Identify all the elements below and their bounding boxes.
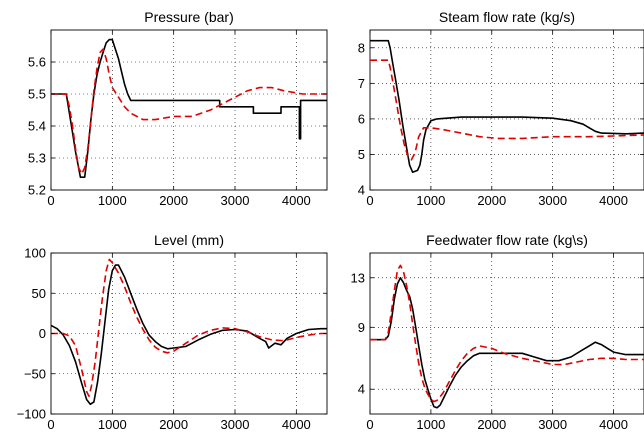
chart-title: Feedwater flow rate (kg\s) (426, 232, 588, 248)
y-tick-label: 5.2 (28, 183, 46, 198)
x-tick-label: 0 (47, 417, 54, 432)
x-tick-label: 3000 (221, 193, 250, 208)
y-tick-label: 5.5 (28, 87, 46, 102)
x-tick-label: 3000 (538, 417, 567, 432)
x-tick-label: 3000 (538, 193, 567, 208)
x-tick-label: 2000 (159, 417, 188, 432)
x-tick-label: 4000 (282, 417, 311, 432)
axes-box (369, 252, 644, 415)
y-tick-label: 7 (358, 76, 365, 91)
y-tick-label: 0 (39, 326, 46, 341)
y-tick-label: 13 (351, 270, 365, 285)
x-tick-label: 0 (47, 193, 54, 208)
series-line-dashed (370, 59, 644, 161)
chart-panel-2: 0 1000 2000 3000 4000 4 5 6 7 8 Steam flow rate (k… (358, 9, 644, 208)
chart-panel-4: 0 1000 2000 3000 4000 4 9 13 Feedwater flow rate… (351, 232, 644, 432)
x-tick-label: 2000 (477, 417, 506, 432)
chart-title: Pressure (bar) (144, 9, 233, 25)
x-tick-label: 4000 (599, 193, 628, 208)
chart-title: Steam flow rate (kg/s) (439, 9, 575, 25)
y-tick-label: 4 (358, 183, 365, 198)
chart-panel-3: 0 1000 2000 3000 4000 −100 −50 0 50 100 Level (mm) (17, 232, 328, 432)
x-tick-label: 1000 (98, 193, 127, 208)
y-tick-label: 5.3 (28, 151, 46, 166)
series-line-dashed (51, 48, 327, 175)
x-tick-label: 3000 (221, 417, 250, 432)
series-line-dashed (370, 264, 644, 403)
x-tick-label: 2000 (477, 193, 506, 208)
y-tick-label: −100 (17, 407, 46, 422)
x-tick-label: 2000 (159, 193, 188, 208)
axes-box (369, 29, 644, 191)
axes-box (50, 252, 328, 415)
y-tick-label: 8 (358, 40, 365, 55)
y-tick-label: 5.4 (28, 119, 46, 134)
y-tick-label: 5.6 (28, 55, 46, 70)
y-tick-label: 5 (358, 147, 365, 162)
y-tick-label: 4 (358, 382, 365, 397)
y-tick-label: 9 (358, 320, 365, 335)
x-tick-label: 0 (366, 193, 373, 208)
series-line-solid (370, 276, 644, 409)
y-tick-label: −50 (24, 366, 46, 381)
y-tick-label: 6 (358, 111, 365, 126)
x-tick-label: 4000 (599, 417, 628, 432)
chart-panel-1: 0 1000 2000 3000 4000 5.2 5.3 5.4 5.5 5.6 Pressure… (28, 9, 328, 208)
y-tick-label: 50 (32, 286, 46, 301)
series-line-dashed (51, 258, 327, 398)
x-tick-label: 1000 (416, 193, 445, 208)
series-line-solid (370, 39, 644, 173)
x-tick-label: 1000 (416, 417, 445, 432)
x-tick-label: 4000 (282, 193, 311, 208)
chart-title: Level (mm) (154, 232, 224, 248)
y-tick-label: 100 (24, 246, 46, 261)
series-line-solid (51, 264, 327, 406)
series-line-solid (51, 38, 327, 178)
x-tick-label: 1000 (98, 417, 127, 432)
x-tick-label: 0 (366, 417, 373, 432)
